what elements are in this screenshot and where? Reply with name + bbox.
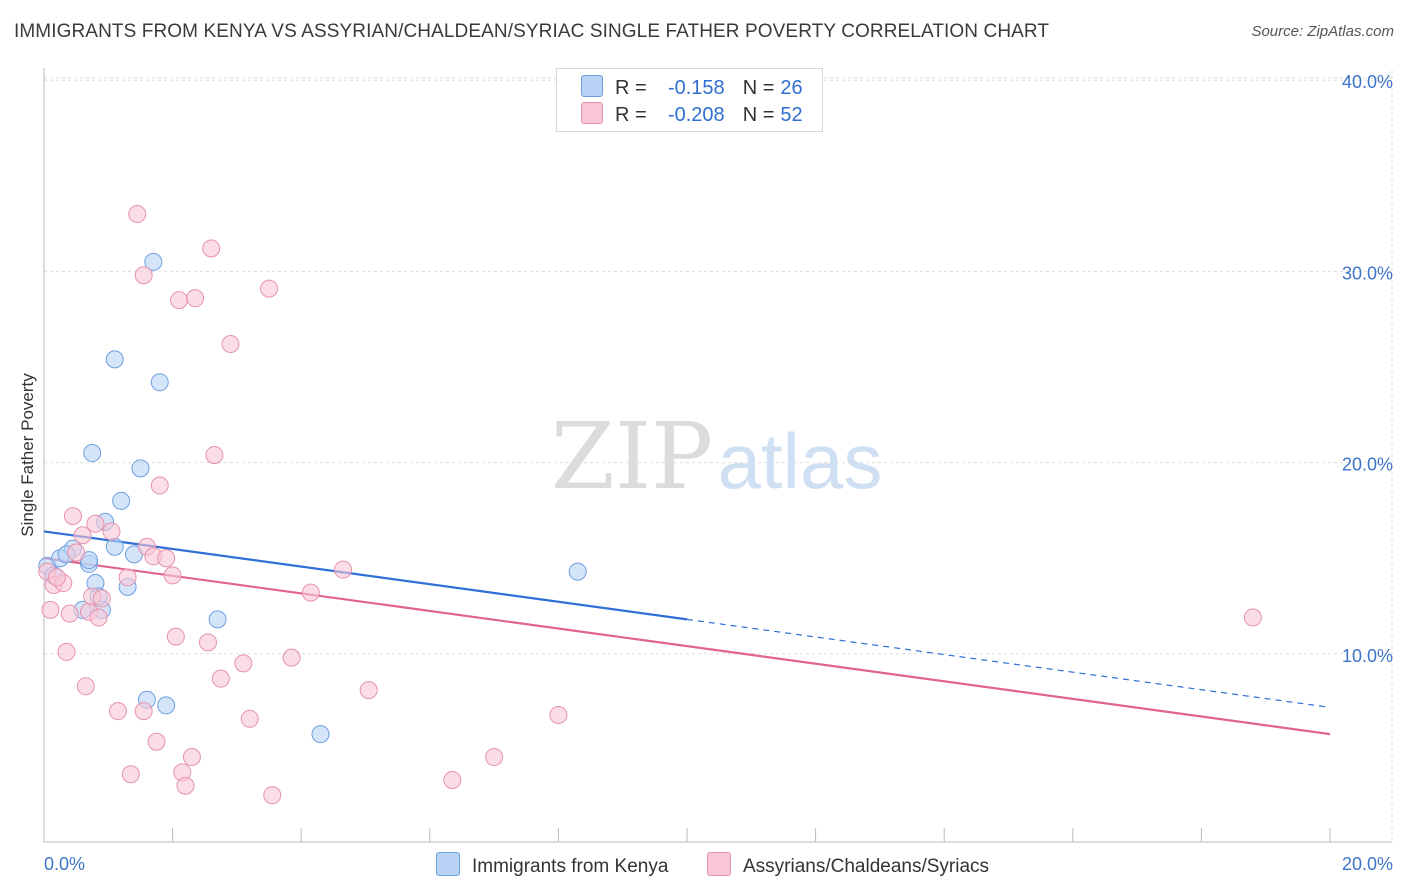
data-point-assyrian [134,702,153,721]
data-point-assyrian [147,732,166,751]
data-point-assyrian [76,677,95,696]
legend-n-value: 52 [780,104,803,126]
bottom-legend-swatch-assyrian [707,852,731,876]
data-point-assyrian [186,289,205,308]
data-point-kenya [568,562,587,581]
x-tick-label: 20.0% [1342,854,1393,874]
data-point-assyrian [163,566,182,585]
data-point-assyrian [240,709,259,728]
data-point-assyrian [47,568,66,587]
bottom-legend-assyrian: Assyrians/Chaldeans/Syriacs [707,852,989,878]
chart-title: IMMIGRANTS FROM KENYA VS ASSYRIAN/CHALDE… [14,21,1050,42]
x-tick-label: 0.0% [44,854,85,874]
data-point-assyrian [234,654,253,673]
legend-r-label: R = [615,77,647,99]
legend-n-value: 26 [780,77,803,99]
legend-row-kenya: R = -0.158 N = 26 [581,75,803,101]
series-assyrian-points [38,205,1262,805]
data-point-kenya [144,252,163,271]
data-point-assyrian [263,786,282,805]
trend-lines [43,530,1331,736]
data-point-assyrian [549,705,568,724]
data-point-kenya [83,444,102,463]
data-point-assyrian [443,770,462,789]
legend-swatch-kenya [581,75,603,97]
data-point-assyrian [108,702,127,721]
data-point-assyrian [41,600,60,619]
correlation-legend: R = -0.158 N = 26 R = -0.208 N = 52 [556,68,823,132]
watermark: ZIP atlas [551,403,882,510]
data-point-assyrian [166,627,185,646]
data-point-assyrian [202,239,221,258]
data-point-assyrian [118,568,137,587]
data-point-kenya [112,491,131,510]
legend-n-label: N = [742,77,775,99]
data-point-assyrian [260,279,279,298]
data-point-assyrian [73,526,92,545]
data-point-assyrian [182,748,201,767]
data-point-assyrian [1243,608,1262,627]
data-point-assyrian [67,543,86,562]
y-tick-label: 40.0% [1342,72,1393,92]
data-point-assyrian [134,266,153,285]
data-point-assyrian [198,633,217,652]
data-point-kenya [105,537,124,556]
y-axis-label: Single Father Poverty [18,373,37,537]
bottom-legend-kenya: Immigrants from Kenya [436,852,668,878]
series-kenya-points [38,252,587,744]
trend-line-kenya-extension [686,618,1331,708]
y-tick-label: 30.0% [1342,263,1393,283]
data-point-assyrian [60,604,79,623]
data-point-assyrian [170,291,189,310]
watermark-zip: ZIP [551,403,713,510]
data-point-assyrian [282,648,301,667]
data-point-assyrian [333,560,352,579]
axes [43,68,1392,843]
legend-r-value: -0.208 [667,104,725,126]
data-point-assyrian [150,476,169,495]
tick-labels: 10.0% 20.0% 30.0% 40.0% 0.0% 20.0% [44,72,1393,874]
legend-swatch-assyrian [581,102,603,124]
source-label: Source: ZipAtlas.com [1251,23,1394,40]
data-point-assyrian [86,514,105,533]
bottom-legend-swatch-kenya [436,852,460,876]
data-point-kenya [157,696,176,715]
data-point-kenya [150,373,169,392]
data-point-assyrian [205,445,224,464]
data-point-assyrian [211,669,230,688]
bottom-legend-label-assyrian: Assyrians/Chaldeans/Syriacs [743,856,990,877]
data-point-assyrian [176,776,195,795]
legend-row-assyrian: R = -0.208 N = 52 [581,102,803,128]
y-tick-label: 20.0% [1342,455,1393,475]
data-point-assyrian [301,583,320,602]
legend-n-label: N = [742,104,775,126]
data-point-assyrian [128,205,147,224]
data-point-kenya [208,610,227,629]
data-point-kenya [131,459,150,478]
data-point-assyrian [63,507,82,526]
data-point-assyrian [359,681,378,700]
data-point-assyrian [485,748,504,767]
data-point-kenya [105,350,124,369]
trend-line-assyrian [43,557,1331,736]
data-point-assyrian [121,765,140,784]
data-point-assyrian [57,642,76,661]
y-tick-label: 10.0% [1342,646,1393,666]
data-point-assyrian [102,522,121,541]
data-point-kenya [311,725,330,744]
legend-r-label: R = [615,104,647,126]
watermark-atlas: atlas [718,417,883,505]
data-point-assyrian [157,549,176,568]
data-point-assyrian [221,335,240,354]
bottom-legend-label-kenya: Immigrants from Kenya [472,856,669,877]
data-point-assyrian [92,589,111,608]
data-point-assyrian [89,608,108,627]
legend-r-value: -0.158 [667,77,725,99]
